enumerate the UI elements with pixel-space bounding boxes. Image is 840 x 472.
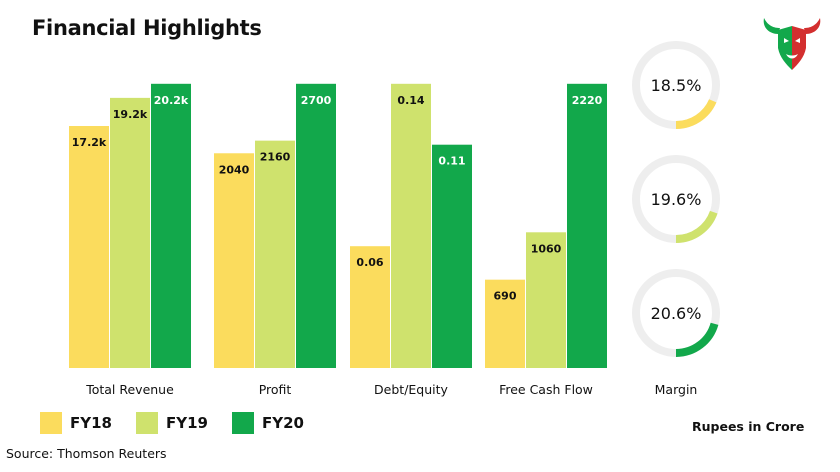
bar-value-label: 1060	[531, 242, 562, 255]
legend-label-fy19: FY19	[165, 414, 208, 432]
bar-profit-fy18	[214, 153, 254, 368]
bar-value-label: 0.06	[356, 256, 383, 269]
bar-value-label: 690	[494, 290, 517, 303]
donut-value-label: 20.6%	[651, 304, 702, 323]
category-label: Total Revenue	[85, 382, 174, 397]
donut-value-label: 18.5%	[651, 76, 702, 95]
bar-total-revenue-fy18	[69, 126, 109, 368]
category-label: Debt/Equity	[374, 382, 448, 397]
legend-swatch-fy20	[231, 412, 254, 434]
legend-item-fy20: FY20	[231, 412, 304, 434]
donut-arc-fy19	[632, 155, 720, 243]
bar-value-label: 19.2k	[113, 108, 148, 121]
legend-swatch-fy18	[40, 412, 62, 434]
bar-debt-equity-fy20	[432, 144, 472, 368]
bar-value-label: 2700	[301, 94, 332, 107]
bar-debt-equity-fy19	[391, 83, 431, 369]
donut-arc-fy20	[632, 269, 720, 357]
bar-profit-fy20	[296, 83, 336, 369]
bar-value-label: 2160	[260, 151, 291, 164]
bull-head-logo-icon	[763, 18, 821, 70]
bar-value-label: 2040	[219, 163, 250, 176]
bar-free-cash-flow-fy19	[526, 232, 566, 368]
legend-label-fy18: FY18	[70, 414, 112, 432]
bar-value-label: 17.2k	[72, 136, 107, 149]
legend: FY18 FY19 FY20	[40, 412, 328, 434]
bar-total-revenue-fy19	[110, 97, 150, 368]
bar-value-label: 2220	[572, 94, 603, 107]
legend-item-fy19: FY19	[135, 412, 208, 434]
margin-label: Margin	[655, 382, 698, 397]
page-title: Financial Highlights	[32, 16, 262, 40]
bar-total-revenue-fy20	[151, 83, 191, 369]
unit-note: Rupees in Crore	[692, 419, 805, 434]
bar-free-cash-flow-fy18	[485, 279, 525, 368]
bar-profit-fy19	[255, 140, 295, 368]
bar-value-label: 20.2k	[154, 94, 189, 107]
bar-value-label: 0.14	[397, 94, 424, 107]
source-note: Source: Thomson Reuters	[6, 446, 167, 461]
financial-chart: 17.2k 19.2k 20.2k Total Revenue 2040 2160 2700…	[69, 41, 720, 397]
bar-free-cash-flow-fy20	[567, 83, 607, 369]
category-label: Profit	[259, 382, 292, 397]
bar-value-label: 0.11	[438, 155, 465, 168]
legend-label-fy20: FY20	[261, 414, 304, 432]
legend-item-fy18: FY18	[40, 412, 112, 434]
bar-debt-equity-fy18	[350, 246, 390, 368]
donut-arc-fy18	[632, 41, 720, 129]
legend-swatch-fy19	[135, 412, 158, 434]
donut-value-label: 19.6%	[651, 190, 702, 209]
category-label: Free Cash Flow	[499, 382, 593, 397]
